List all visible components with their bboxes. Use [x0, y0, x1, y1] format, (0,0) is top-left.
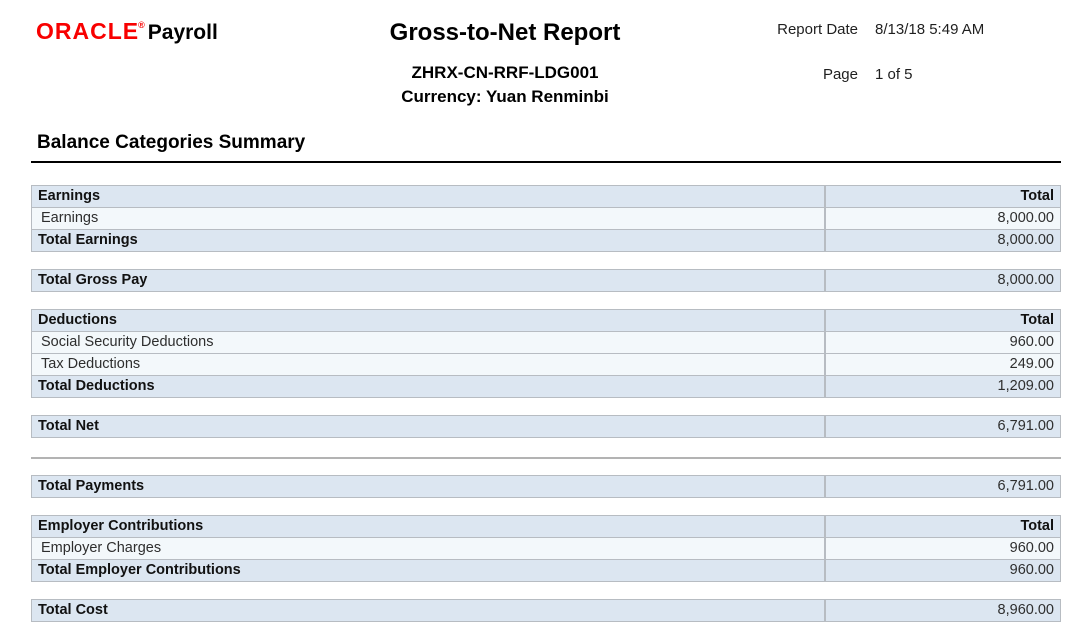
row-label: Total Gross Pay	[38, 272, 148, 288]
row-label: Total Payments	[38, 478, 145, 494]
row-value: 6,791.00	[824, 476, 1060, 497]
row-value: 1,209.00	[824, 376, 1060, 397]
row-label: Total Earnings	[38, 232, 138, 248]
deductions-table: Deductions Total Social Security Deduction…	[31, 309, 1061, 398]
table-row: Social Security Deductions 960.00	[32, 331, 1060, 353]
row-value: Total	[824, 310, 1060, 331]
report-code: ZHRX-CN-RRF-LDG001	[411, 63, 599, 82]
table-row: Total Employer Contributions 960.00	[32, 559, 1060, 581]
table-row: Total Payments 6,791.00	[32, 476, 1060, 497]
row-value: 8,960.00	[824, 600, 1060, 621]
row-value: 8,000.00	[824, 270, 1060, 291]
row-label: Employer Charges	[41, 540, 162, 556]
total-net-table: Total Net 6,791.00	[31, 415, 1061, 438]
table-row: Total Deductions 1,209.00	[32, 375, 1060, 397]
row-label: Employer Contributions	[38, 518, 204, 534]
row-label: Total Cost	[38, 602, 108, 618]
report-meta: Report Date 8/13/18 5:49 AM Page 1 of 5	[763, 21, 984, 83]
row-label: Earnings	[38, 188, 101, 204]
report-date-value: 8/13/18 5:49 AM	[875, 21, 985, 38]
row-value: 8,000.00	[824, 208, 1060, 229]
product-name: Payroll	[147, 21, 218, 44]
report-currency: Currency: Yuan Renminbi	[401, 87, 609, 106]
section-rule	[31, 161, 1061, 163]
row-value: 8,000.00	[824, 230, 1060, 251]
report-title: Gross-to-Net Report	[389, 19, 621, 46]
table-row: Total Gross Pay 8,000.00	[32, 270, 1060, 291]
table-row: Total Earnings 8,000.00	[32, 229, 1060, 251]
section-divider	[31, 457, 1061, 459]
oracle-brand-wordmark: ORACLE	[36, 18, 140, 44]
table-row: Employer Charges 960.00	[32, 537, 1060, 559]
row-value: Total	[824, 516, 1060, 537]
table-row: Earnings 8,000.00	[32, 207, 1060, 229]
row-value: 249.00	[824, 354, 1060, 375]
table-row: Deductions Total	[32, 310, 1060, 331]
row-value: 960.00	[824, 560, 1060, 581]
table-row: Earnings Total	[32, 186, 1060, 207]
row-value: 960.00	[824, 332, 1060, 353]
section-heading: Balance Categories Summary	[37, 132, 306, 153]
row-label: Tax Deductions	[41, 356, 141, 372]
registered-trademark-icon: ®	[138, 20, 145, 30]
report-date-label: Report Date	[777, 21, 858, 38]
row-label: Total Deductions	[38, 378, 155, 394]
row-value: Total	[824, 186, 1060, 207]
row-label: Deductions	[38, 312, 117, 328]
oracle-payroll-logo: ORACLE® Payroll	[36, 18, 218, 45]
table-row: Total Cost 8,960.00	[32, 600, 1060, 621]
earnings-table: Earnings Total Earnings 8,000.00 Total Earni…	[31, 185, 1061, 252]
page-value: 1 of 5	[875, 66, 913, 83]
total-cost-table: Total Cost 8,960.00	[31, 599, 1061, 622]
row-value: 960.00	[824, 538, 1060, 559]
table-row: Total Net 6,791.00	[32, 416, 1060, 437]
row-label: Earnings	[41, 210, 99, 226]
table-row: Employer Contributions Total	[32, 516, 1060, 537]
table-row: Tax Deductions 249.00	[32, 353, 1060, 375]
row-value: 6,791.00	[824, 416, 1060, 437]
report-header-center: Gross-to-Net Report ZHRX-CN-RRF-LDG001 C…	[160, 19, 850, 107]
row-label: Social Security Deductions	[41, 334, 214, 350]
row-label: Total Net	[38, 418, 99, 434]
total-payments-table: Total Payments 6,791.00	[31, 475, 1061, 498]
employer-contributions-table: Employer Contributions Total Employer Char…	[31, 515, 1061, 582]
page-label: Page	[822, 66, 858, 83]
tables-region: Earnings Total Earnings 8,000.00 Total Earni…	[31, 185, 1061, 628]
total-gross-pay-table: Total Gross Pay 8,000.00	[31, 269, 1061, 292]
row-label: Total Employer Contributions	[38, 562, 241, 578]
